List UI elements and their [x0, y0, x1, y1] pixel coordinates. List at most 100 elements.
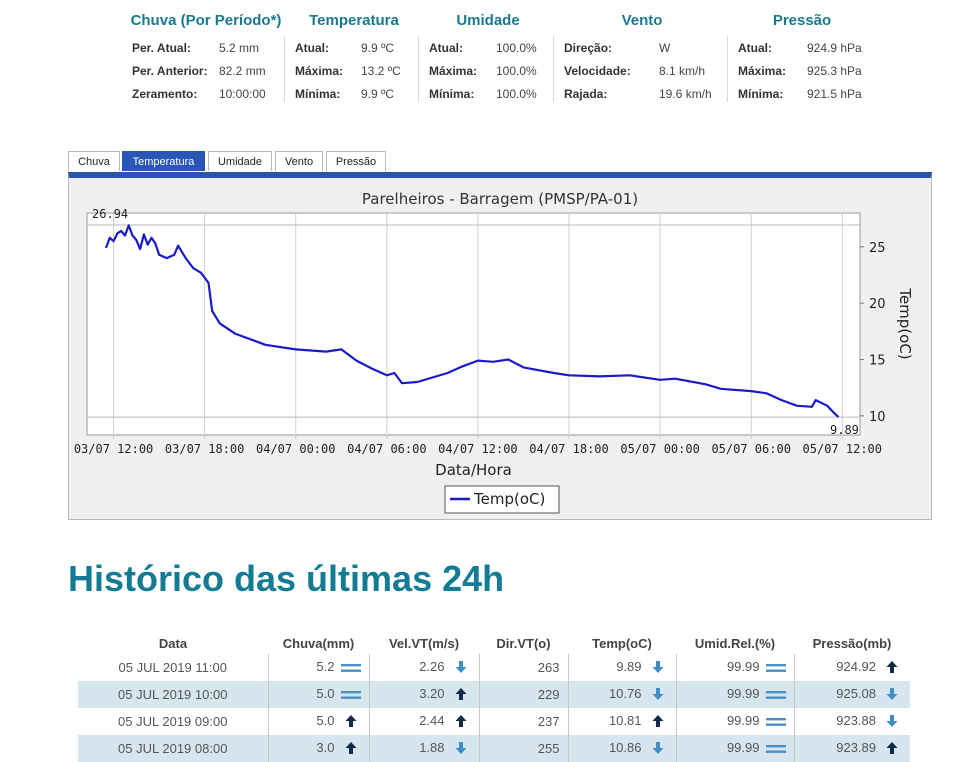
- vento-value: W: [659, 40, 671, 55]
- vento-value: 8.1 km/h: [659, 63, 706, 78]
- x-tick-label: 04/07 18:00: [529, 442, 608, 456]
- vel-cell: 1.88: [368, 735, 479, 762]
- pressao-title: Pressão: [772, 12, 832, 29]
- divider: [418, 36, 419, 102]
- history-table: Data Chuva(mm) Vel.VT(m/s) Dir.VT(o) Tem…: [78, 632, 910, 762]
- trend-down-icon: [648, 687, 668, 703]
- umid-cell: 99.99: [675, 708, 794, 735]
- chuva-title: Chuva (Por Período*): [130, 12, 282, 29]
- table-row: 05 JUL 2019 10:00 5.0 3.20 229 10.76 99.99 925…: [78, 681, 910, 708]
- history-title: Histórico das últimas 24h: [68, 558, 505, 599]
- dir-value: 263: [537, 660, 560, 675]
- dir-value: 255: [537, 741, 560, 756]
- vel-value: 3.20: [419, 686, 445, 702]
- chuva-label: Zeramento:: [132, 86, 198, 101]
- x-tick-label: 03/07 18:00: [165, 442, 244, 456]
- trend-equal-icon: [765, 715, 786, 730]
- max-marker-label: 26.94: [92, 207, 128, 221]
- umidade-title: Umidade: [456, 12, 520, 29]
- date-cell: 05 JUL 2019 09:00: [118, 714, 228, 729]
- date-cell: 05 JUL 2019 08:00: [78, 735, 268, 762]
- chuva-cell: 5.2: [267, 654, 369, 681]
- vel-value: 1.88: [419, 740, 445, 756]
- table-row: 05 JUL 2019 09:00 5.0 2.44 237 10.81 99.99 923…: [78, 708, 910, 735]
- trend-up-icon: [341, 741, 361, 757]
- temperatura-label: Máxima:: [295, 63, 344, 78]
- temperatura-label: Mínima:: [295, 86, 341, 101]
- pressao-label: Atual:: [738, 40, 772, 55]
- umid-value: 99.99: [726, 713, 760, 729]
- press-cell: 925.08: [793, 681, 910, 708]
- column-header: Chuva(mm): [282, 635, 355, 651]
- temp-cell: 10.76: [567, 681, 676, 708]
- chuva-value: 5.2 mm: [219, 40, 260, 55]
- temperatura-title: Temperatura: [309, 12, 399, 29]
- chuva-value: 10:00:00: [219, 86, 266, 101]
- temperatura-value: 13.2 ºC: [361, 63, 401, 78]
- column-header: Data: [158, 635, 188, 651]
- temp-value: 10.81: [608, 713, 642, 729]
- umid-value: 99.99: [726, 659, 760, 675]
- vento-table: Direção: W Velocidade: 8.1 km/h Rajada: 19.…: [564, 36, 712, 105]
- trend-equal-icon: [340, 661, 361, 676]
- y-tick-label: 15: [869, 353, 886, 368]
- dir-cell: 263: [478, 654, 568, 681]
- x-tick-label: 04/07 00:00: [256, 442, 335, 456]
- chuva-label: Per. Anterior:: [132, 63, 208, 78]
- vel-cell: 2.26: [368, 654, 479, 681]
- tab-umidade[interactable]: Umidade: [208, 151, 272, 171]
- chuva-table: Per. Atual: 5.2 mm Per. Anterior: 82.2 mm …: [132, 36, 266, 105]
- trend-equal-icon: [765, 661, 786, 676]
- tab-temperatura[interactable]: Temperatura: [122, 151, 205, 171]
- chuva-value: 82.2 mm: [219, 63, 266, 78]
- umidade-value: 100.0%: [496, 63, 537, 78]
- x-tick-label: 05/07 06:00: [711, 442, 790, 456]
- vento-value: 19.6 km/h: [659, 86, 712, 101]
- column-header: Umid.Rel.(%): [694, 635, 776, 651]
- vento-label: Direção:: [564, 40, 613, 55]
- press-value: 923.89: [836, 740, 876, 756]
- trend-down-icon: [451, 660, 471, 676]
- dir-cell: 255: [478, 735, 568, 762]
- tab-chuva[interactable]: Chuva: [68, 151, 120, 171]
- trend-equal-icon: [765, 688, 786, 703]
- x-tick-label: 05/07 00:00: [620, 442, 699, 456]
- table-row: 05 JUL 2019 11:00 5.2 2.26 263 9.89 99.99 924.…: [78, 654, 910, 681]
- chart-title: Parelheiros - Barragem (PMSP/PA-01): [362, 190, 638, 208]
- x-tick-label: 04/07 12:00: [438, 442, 517, 456]
- trend-down-icon: [882, 687, 902, 703]
- vento-label: Velocidade:: [564, 63, 631, 78]
- divider: [284, 36, 285, 102]
- umidade-table: Atual: 100.0% Máxima: 100.0% Mínima: 100.0%: [429, 36, 537, 105]
- chuva-cell: 3.0: [267, 735, 369, 762]
- press-cell: 923.88: [793, 708, 910, 735]
- x-axis-title: Data/Hora: [435, 461, 512, 479]
- y-tick-label: 10: [869, 410, 886, 425]
- temperature-chart-panel: Parelheiros - Barragem (PMSP/PA-01) 03/07…: [68, 172, 932, 520]
- trend-down-icon: [648, 741, 668, 757]
- column-header: Dir.VT(o): [496, 635, 551, 651]
- date-cell: 05 JUL 2019 10:00: [78, 681, 268, 708]
- pressao-label: Mínima:: [738, 86, 784, 101]
- dir-cell: 229: [478, 681, 568, 708]
- umid-cell: 99.99: [675, 654, 794, 681]
- umidade-value: 100.0%: [496, 40, 537, 55]
- chuva-value: 3.0: [316, 740, 335, 756]
- trend-up-icon: [451, 714, 471, 730]
- temp-value: 10.76: [608, 686, 642, 702]
- legend-label: Temp(oC): [473, 490, 545, 508]
- press-cell: 923.89: [793, 735, 910, 762]
- pressao-value: 921.5 hPa: [807, 86, 862, 101]
- umidade-value: 100.0%: [496, 86, 537, 101]
- tab-pressao[interactable]: Pressão: [326, 151, 386, 171]
- tab-vento[interactable]: Vento: [275, 151, 323, 171]
- temp-value: 9.89: [616, 659, 642, 675]
- trend-down-icon: [451, 741, 471, 757]
- umid-value: 99.99: [726, 686, 760, 702]
- last-marker-label: 9.89: [830, 423, 859, 437]
- temperatura-value: 9.9 ºC: [361, 40, 395, 55]
- umidade-label: Máxima:: [429, 63, 478, 78]
- x-tick-label: 04/07 06:00: [347, 442, 426, 456]
- trend-up-icon: [882, 741, 902, 757]
- column-header: Vel.VT(m/s): [388, 635, 460, 651]
